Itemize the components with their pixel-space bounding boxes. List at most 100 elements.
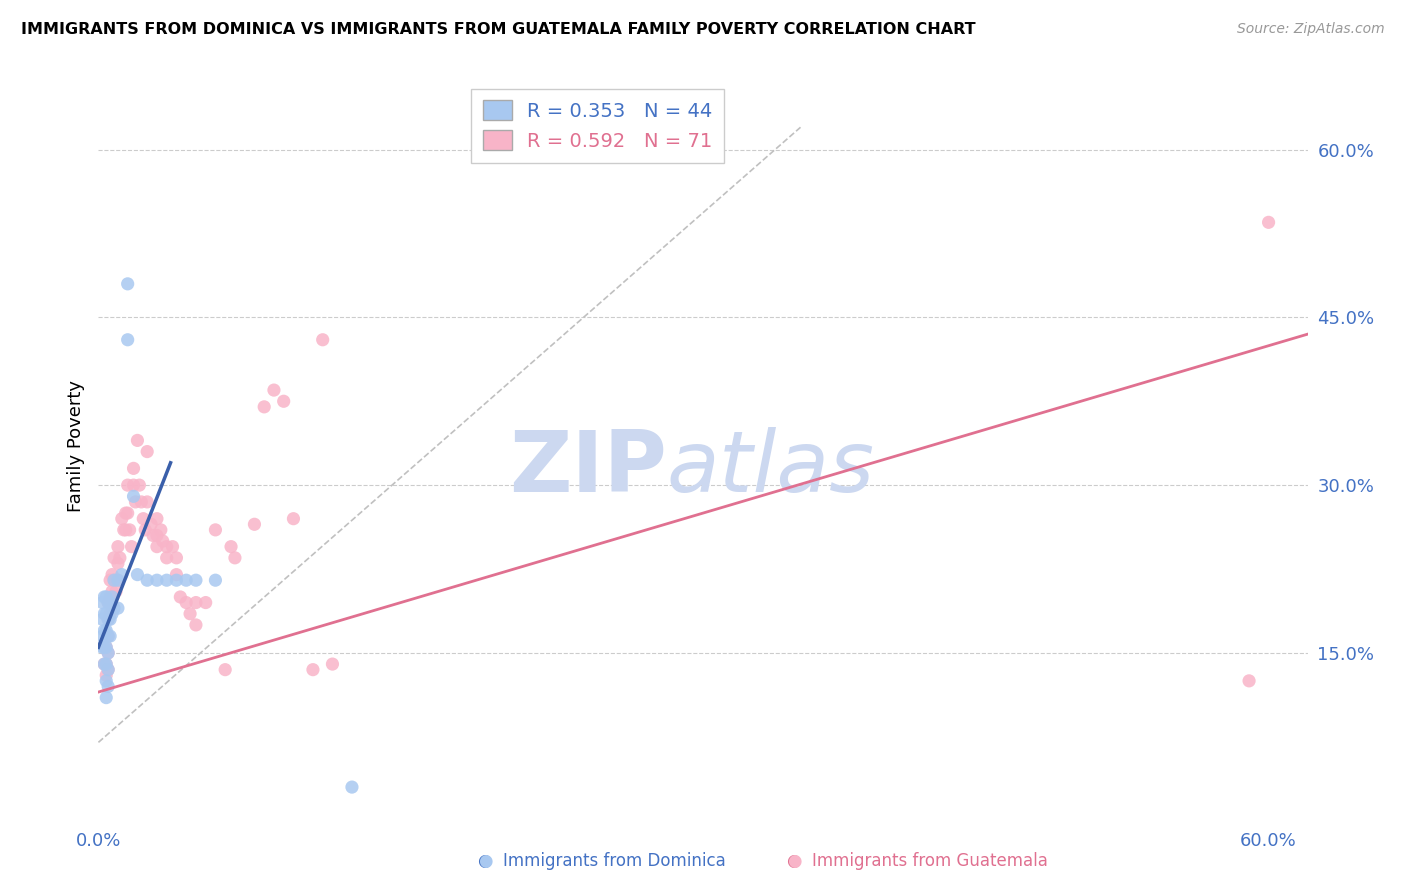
Point <box>108 550 131 565</box>
Point <box>93 657 115 671</box>
Point <box>101 567 124 582</box>
Point <box>101 607 124 621</box>
Point <box>136 573 159 587</box>
Point <box>156 540 179 554</box>
Point <box>146 528 169 542</box>
Point <box>97 663 120 677</box>
Text: ●  Immigrants from Guatemala: ● Immigrants from Guatemala <box>787 852 1049 870</box>
Point <box>91 596 114 610</box>
Point <box>98 629 121 643</box>
Point <box>179 607 201 621</box>
Point <box>97 680 120 694</box>
Point <box>97 629 120 643</box>
Point <box>101 590 124 604</box>
Point <box>136 444 159 458</box>
Point <box>104 584 127 599</box>
Point <box>273 394 295 409</box>
Point <box>91 612 114 626</box>
Point <box>96 640 118 655</box>
Point <box>165 550 187 565</box>
Point <box>103 573 125 587</box>
Point <box>91 629 114 643</box>
Point <box>118 523 141 537</box>
Point <box>111 567 134 582</box>
Point <box>204 573 226 587</box>
Point <box>96 673 118 688</box>
Point <box>162 540 184 554</box>
Point <box>98 596 121 610</box>
Point <box>283 511 305 525</box>
Point <box>96 690 118 705</box>
Point <box>97 646 120 660</box>
Point <box>96 657 118 671</box>
Point <box>136 495 159 509</box>
Point <box>142 528 165 542</box>
Point <box>146 540 169 554</box>
Point <box>127 567 149 582</box>
Point <box>117 478 139 492</box>
Text: Source: ZipAtlas.com: Source: ZipAtlas.com <box>1237 22 1385 37</box>
Point <box>96 590 118 604</box>
Text: IMMIGRANTS FROM DOMINICA VS IMMIGRANTS FROM GUATEMALA FAMILY POVERTY CORRELATION: IMMIGRANTS FROM DOMINICA VS IMMIGRANTS F… <box>21 22 976 37</box>
Point <box>96 607 118 621</box>
Point <box>253 400 276 414</box>
Point <box>96 640 118 655</box>
Point <box>103 601 125 615</box>
Point <box>107 601 129 615</box>
Point <box>93 640 115 655</box>
Point <box>117 333 139 347</box>
Point <box>107 540 129 554</box>
Point <box>111 511 134 525</box>
Text: ZIP: ZIP <box>509 427 666 510</box>
Point <box>93 607 115 621</box>
Point <box>184 618 207 632</box>
Point <box>93 590 115 604</box>
Point <box>93 624 115 638</box>
Point <box>98 573 121 587</box>
Text: atlas: atlas <box>666 427 875 510</box>
Point <box>122 489 145 503</box>
Point <box>1237 673 1260 688</box>
Point <box>101 584 124 599</box>
Point <box>146 511 169 525</box>
Point <box>97 612 120 626</box>
Point <box>98 607 121 621</box>
Point <box>169 590 191 604</box>
Point <box>97 646 120 660</box>
Point <box>107 573 129 587</box>
Point <box>103 550 125 565</box>
Text: ●: ● <box>478 852 492 870</box>
Point <box>98 612 121 626</box>
Point <box>139 517 162 532</box>
Point <box>91 640 114 655</box>
Y-axis label: Family Poverty: Family Poverty <box>66 380 84 512</box>
Point <box>114 523 136 537</box>
Point <box>184 573 207 587</box>
Point <box>1257 215 1279 229</box>
Point <box>96 657 118 671</box>
Point <box>97 629 120 643</box>
Point <box>165 573 187 587</box>
Point <box>107 557 129 571</box>
Point <box>263 383 285 397</box>
Point <box>112 523 135 537</box>
Point <box>97 596 120 610</box>
Point <box>134 523 156 537</box>
Point <box>165 567 187 582</box>
Point <box>124 495 146 509</box>
Point <box>224 550 246 565</box>
Point <box>174 573 197 587</box>
Point <box>131 495 153 509</box>
Point <box>96 624 118 638</box>
Point <box>174 596 197 610</box>
Text: ●  Immigrants from Dominica: ● Immigrants from Dominica <box>478 852 725 870</box>
Point <box>122 478 145 492</box>
Point <box>321 657 343 671</box>
Legend: R = 0.353   N = 44, R = 0.592   N = 71: R = 0.353 N = 44, R = 0.592 N = 71 <box>471 88 724 162</box>
Point <box>184 596 207 610</box>
Point <box>312 333 335 347</box>
Point <box>103 573 125 587</box>
Text: ●: ● <box>787 852 801 870</box>
Point <box>219 540 242 554</box>
Point <box>128 478 150 492</box>
